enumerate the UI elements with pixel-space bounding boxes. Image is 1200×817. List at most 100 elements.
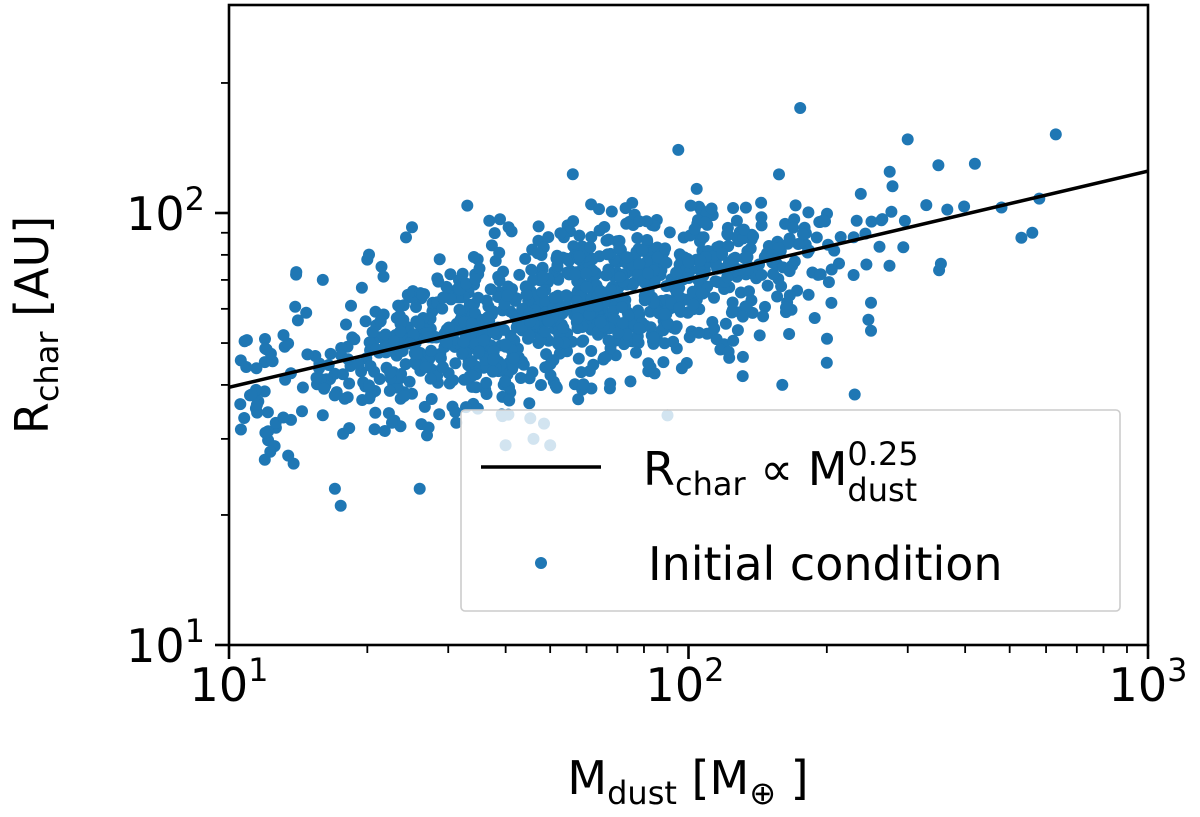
data-point <box>619 202 632 215</box>
data-point <box>343 377 356 390</box>
y-tick-label-10: 101 <box>126 612 205 673</box>
data-point <box>594 285 607 298</box>
data-point <box>379 328 392 341</box>
y-tick-label-10-base: 10 <box>126 619 185 673</box>
data-point <box>600 269 613 282</box>
x-tick-label-100-exp: 2 <box>704 651 724 689</box>
data-point <box>398 390 411 402</box>
data-point <box>675 362 688 375</box>
data-point <box>238 412 251 424</box>
data-point <box>587 358 600 371</box>
data-point <box>602 334 615 347</box>
data-point <box>523 397 536 410</box>
data-point <box>301 348 314 361</box>
data-point <box>642 357 655 370</box>
data-point <box>740 300 753 313</box>
data-point <box>692 326 705 339</box>
data-point <box>425 393 438 405</box>
data-point <box>688 223 701 236</box>
data-point <box>883 259 896 272</box>
data-point <box>626 278 639 291</box>
x-tick-label-10: 101 <box>190 651 269 712</box>
data-point <box>822 276 835 289</box>
data-point <box>234 398 247 411</box>
data-point <box>814 268 827 281</box>
data-point <box>633 215 646 228</box>
data-point <box>741 251 754 263</box>
data-point <box>384 366 397 379</box>
data-point <box>624 375 637 388</box>
data-point <box>442 321 455 334</box>
data-point <box>695 287 708 300</box>
data-point <box>792 238 805 250</box>
data-point <box>507 352 520 365</box>
x-axis-label-rest: [M <box>677 751 749 805</box>
data-point <box>755 268 768 281</box>
data-point <box>794 102 807 114</box>
data-point <box>436 302 449 315</box>
data-point <box>465 317 478 330</box>
data-point <box>535 379 547 391</box>
data-point <box>584 241 597 254</box>
data-point <box>296 405 308 418</box>
y-tick-label-10-exp: 1 <box>185 612 205 650</box>
x-axis-label-sub: dust <box>607 774 677 812</box>
legend-line-label-middle: ∝ M <box>746 442 848 496</box>
data-point <box>440 336 453 349</box>
data-point <box>449 406 462 418</box>
data-point <box>781 237 794 250</box>
data-point <box>767 268 780 281</box>
data-point <box>532 220 545 233</box>
data-point <box>817 214 830 227</box>
data-point <box>897 241 910 254</box>
data-point <box>493 274 506 287</box>
data-point <box>250 362 263 375</box>
data-point <box>585 231 598 243</box>
data-point <box>470 381 482 394</box>
data-point <box>318 382 331 395</box>
data-point <box>941 203 954 216</box>
data-point <box>416 288 429 301</box>
data-point <box>850 214 863 227</box>
data-point <box>519 252 532 265</box>
data-point <box>557 321 570 334</box>
data-point <box>731 324 744 337</box>
data-point <box>340 318 352 331</box>
data-point <box>498 323 510 336</box>
data-point <box>721 227 734 240</box>
x-tick-label-10-exp: 1 <box>248 651 268 689</box>
data-point <box>614 271 626 283</box>
data-point <box>374 315 387 328</box>
data-point <box>613 241 626 254</box>
data-point <box>277 411 290 424</box>
data-point <box>359 315 372 328</box>
data-point <box>658 308 671 321</box>
data-point <box>411 347 423 360</box>
data-point <box>572 352 585 365</box>
legend-box <box>460 409 1121 612</box>
data-point <box>865 324 877 337</box>
data-point <box>580 267 593 280</box>
data-point <box>787 221 800 234</box>
data-point <box>621 251 634 264</box>
data-point <box>548 291 561 304</box>
data-point <box>684 199 697 212</box>
data-point <box>567 215 580 228</box>
data-point <box>382 407 395 420</box>
data-point <box>483 214 496 227</box>
data-point <box>683 331 696 344</box>
legend-point-sample <box>535 557 547 569</box>
axis-ticks <box>215 82 1150 659</box>
data-point <box>883 165 896 178</box>
data-point <box>542 315 555 328</box>
data-point <box>531 247 544 260</box>
data-point <box>560 289 573 302</box>
x-tick-labels: 101 102 103 <box>190 651 1188 712</box>
data-point <box>789 199 802 212</box>
data-point <box>631 232 644 244</box>
data-point <box>630 346 642 359</box>
data-point <box>394 325 407 338</box>
data-point <box>501 289 514 302</box>
data-point <box>797 228 809 240</box>
